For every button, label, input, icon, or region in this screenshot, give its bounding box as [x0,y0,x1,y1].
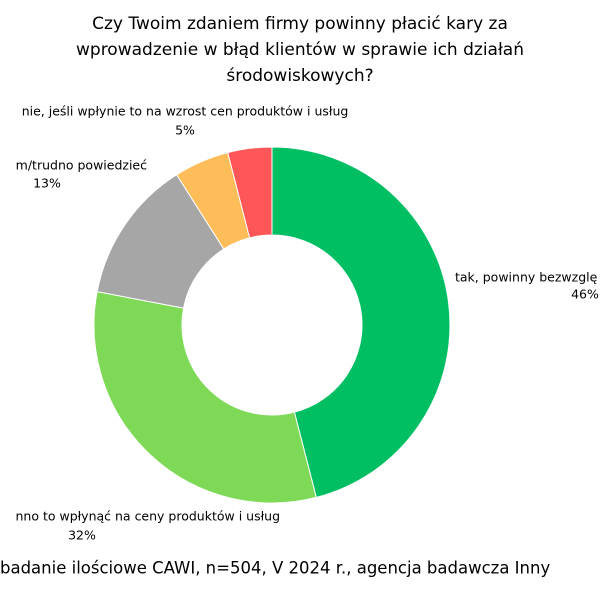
value-label: 46% [571,287,599,302]
donut-slice [271,146,451,499]
value-label: 5% [175,123,195,138]
slice-label: tak, powinny bezwzglę [455,270,598,285]
value-label: 13% [33,176,61,191]
donut-slice [227,146,273,239]
donut-slice [93,291,317,504]
value-label: 32% [68,528,96,543]
slice-label: nie, jeśli wpłynie to na wzrost cen prod… [22,104,349,119]
chart-title: wprowadzenie w błąd klientów w sprawie i… [76,40,524,60]
slice-label: m/trudno powiedzieć [16,158,147,173]
slice-label: nno to wpłynąć na ceny produktów i usług [15,509,280,524]
chart-title: Czy Twoim zdaniem firmy powinny płacić k… [92,14,508,34]
chart-title: środowiskowych? [226,66,373,86]
footer: badanie ilościowe CAWI, n=504, V 2024 r.… [0,559,550,578]
